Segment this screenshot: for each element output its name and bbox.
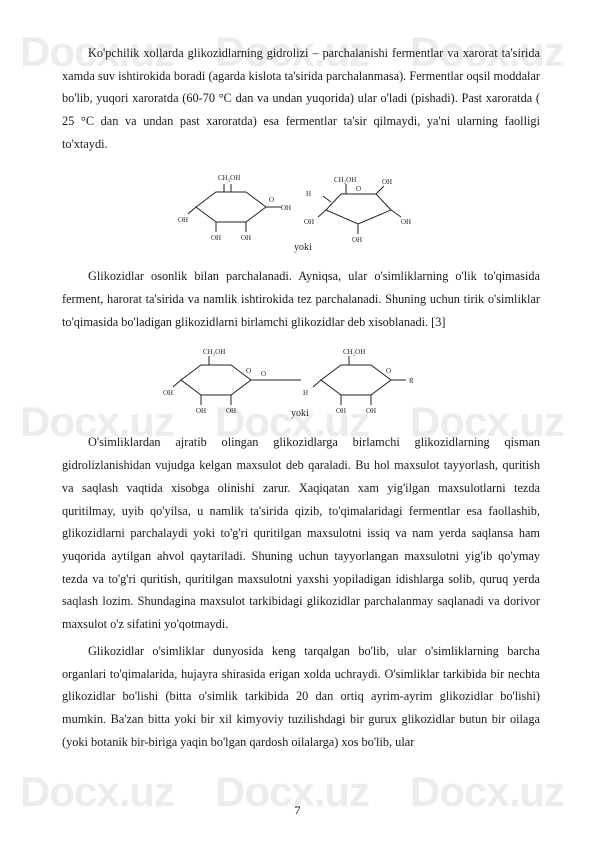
svg-text:H: H xyxy=(306,190,311,198)
svg-text:OH: OH xyxy=(226,407,236,415)
svg-text:H: H xyxy=(303,389,308,397)
paragraph-3: O'simliklardan ajratib olingan glikozidl… xyxy=(62,431,540,636)
svg-text:OH: OH xyxy=(401,218,411,226)
svg-text:CH₂OH: CH₂OH xyxy=(334,176,356,184)
svg-text:O: O xyxy=(356,185,361,193)
svg-text:OH: OH xyxy=(304,218,314,226)
svg-text:OH: OH xyxy=(382,178,392,186)
svg-text:O: O xyxy=(269,196,274,204)
svg-text:OH: OH xyxy=(178,216,188,224)
svg-text:O: O xyxy=(386,367,391,375)
svg-text:O: O xyxy=(261,370,266,378)
svg-text:OH: OH xyxy=(196,407,206,415)
svg-text:OH: OH xyxy=(281,204,291,212)
figure-2-label: yoki xyxy=(291,408,309,419)
figure-2: CH₂OH O OH OH OH O CH₂OH O OH OH H R xyxy=(62,340,540,428)
svg-text:CH₂OH: CH₂OH xyxy=(343,348,365,356)
paragraph-2: Glikozidlar osonlik bilan parchalanadi. … xyxy=(62,265,540,333)
svg-text:CH₂OH: CH₂OH xyxy=(203,348,225,356)
svg-text:CH₂OH: CH₂OH xyxy=(218,174,240,182)
svg-text:OH: OH xyxy=(163,389,173,397)
svg-text:OH: OH xyxy=(366,407,376,415)
svg-text:OH: OH xyxy=(241,234,251,242)
figure-1-label: yoki xyxy=(294,242,312,253)
paragraph-4: Glikozidlar o'simliklar dunyosida keng t… xyxy=(62,640,540,754)
svg-text:OH: OH xyxy=(336,407,346,415)
page-number: 7 xyxy=(0,803,595,818)
page-content: Ko'pchilik xollarda glikozidlarning gidr… xyxy=(62,42,540,758)
svg-text:OH: OH xyxy=(211,234,221,242)
sugar-structure-1-icon: CH₂OH O OH OH OH OH CH₂OH O OH OH OH OH … xyxy=(176,162,426,254)
sugar-structure-2-icon: CH₂OH O OH OH OH O CH₂OH O OH OH H R xyxy=(161,340,441,420)
svg-text:R: R xyxy=(409,377,414,385)
paragraph-1: Ko'pchilik xollarda glikozidlarning gidr… xyxy=(62,42,540,156)
svg-text:O: O xyxy=(246,367,251,375)
svg-text:OH: OH xyxy=(352,236,362,244)
figure-1: CH₂OH O OH OH OH OH CH₂OH O OH OH OH OH … xyxy=(62,162,540,262)
